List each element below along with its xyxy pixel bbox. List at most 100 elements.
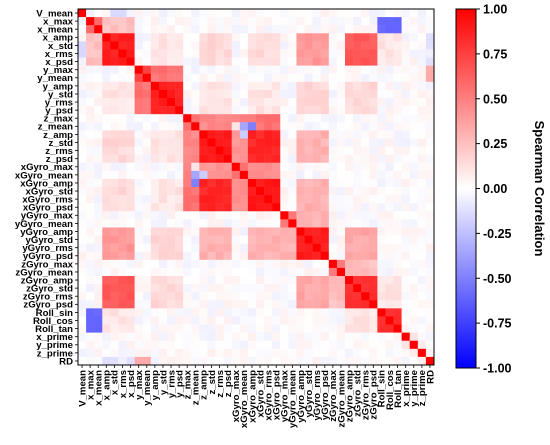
y-tick-label: y_std xyxy=(48,89,73,100)
heatmap-cell xyxy=(126,243,135,252)
heatmap-cell xyxy=(102,324,111,333)
heatmap-cell xyxy=(239,300,249,309)
heatmap-cell xyxy=(385,138,394,147)
heatmap-cell xyxy=(296,138,305,147)
heatmap-cell xyxy=(183,73,192,83)
heatmap-cell xyxy=(247,211,257,220)
heatmap-cell xyxy=(304,300,313,309)
heatmap-cell xyxy=(183,65,192,74)
heatmap-cell xyxy=(199,49,208,58)
heatmap-cell xyxy=(118,98,127,107)
heatmap-cell xyxy=(288,146,297,155)
heatmap-cell xyxy=(401,284,410,293)
heatmap-cell xyxy=(304,308,313,317)
heatmap-cell xyxy=(167,332,176,341)
heatmap-cell xyxy=(336,187,346,196)
heatmap-cell xyxy=(134,122,143,131)
heatmap-cell xyxy=(280,243,289,252)
heatmap-cell xyxy=(231,324,241,333)
heatmap-cell xyxy=(369,340,378,350)
x-tick-label: y_psd xyxy=(174,370,185,398)
heatmap-cell xyxy=(175,57,184,66)
heatmap-cell xyxy=(126,41,135,50)
heatmap-cell xyxy=(369,25,378,34)
heatmap-cell xyxy=(377,41,386,50)
heatmap-cell xyxy=(142,292,152,301)
heatmap-cell xyxy=(142,219,152,228)
heatmap-cell xyxy=(409,267,419,277)
heatmap-cell xyxy=(207,195,216,204)
heatmap-cell xyxy=(345,98,354,107)
heatmap-cell xyxy=(320,340,330,350)
heatmap-cell xyxy=(369,106,378,115)
heatmap-cell xyxy=(336,251,346,261)
heatmap-cell xyxy=(377,219,386,228)
heatmap-cell xyxy=(78,25,87,34)
colorbar-ticks: 1.000.750.500.250.00-0.25-0.50-0.75-1.00 xyxy=(476,3,512,376)
heatmap-cell xyxy=(102,276,111,285)
heatmap-cell xyxy=(231,227,241,236)
heatmap-cell xyxy=(385,49,394,58)
heatmap-cell xyxy=(175,65,184,74)
heatmap-cell xyxy=(223,348,232,358)
heatmap-cell xyxy=(369,17,378,26)
heatmap-cell xyxy=(231,251,241,261)
heatmap-cell xyxy=(158,25,168,34)
heatmap-cell xyxy=(247,243,257,252)
heatmap-cell xyxy=(304,81,313,91)
heatmap-cell xyxy=(328,348,338,358)
x-tick-label: y_rms xyxy=(166,370,177,398)
heatmap-cell xyxy=(345,106,354,115)
heatmap-cell xyxy=(239,267,249,277)
heatmap-cell xyxy=(158,340,168,350)
heatmap-cell xyxy=(256,300,265,309)
heatmap-cell xyxy=(102,284,111,293)
heatmap-cell xyxy=(231,316,241,325)
heatmap-cell xyxy=(118,17,127,26)
heatmap-cell xyxy=(377,170,386,180)
heatmap-cell xyxy=(328,17,338,26)
heatmap-cell xyxy=(296,162,305,172)
heatmap-cell xyxy=(118,49,127,58)
heatmap-cell xyxy=(320,227,330,236)
heatmap-cell xyxy=(377,203,386,212)
heatmap-cell xyxy=(304,49,313,58)
heatmap-cell xyxy=(102,130,111,139)
heatmap-cell xyxy=(191,251,200,261)
heatmap-cell xyxy=(150,187,160,196)
heatmap-cell xyxy=(328,98,338,107)
heatmap-cell xyxy=(312,114,321,123)
heatmap-cell xyxy=(401,219,410,228)
heatmap-cell xyxy=(199,292,208,301)
heatmap-cell xyxy=(175,203,184,212)
colorbar-tick-label: -0.50 xyxy=(483,272,512,286)
heatmap-cell xyxy=(401,33,410,42)
heatmap-cell xyxy=(167,49,176,58)
heatmap-cell xyxy=(417,114,427,123)
heatmap-cell xyxy=(401,122,410,131)
y-tick-label: y_amp xyxy=(43,81,74,92)
heatmap-cell xyxy=(110,324,119,333)
heatmap-cell xyxy=(247,73,257,83)
heatmap-cell xyxy=(207,122,216,131)
heatmap-cell xyxy=(126,356,135,366)
heatmap-cell xyxy=(377,259,386,269)
heatmap-cell xyxy=(377,356,386,366)
heatmap-cell xyxy=(288,81,297,91)
heatmap-cell xyxy=(86,276,95,285)
heatmap-cell xyxy=(215,130,224,139)
heatmap-cell xyxy=(425,106,435,115)
heatmap-cell xyxy=(296,25,305,34)
heatmap-cell xyxy=(239,170,249,180)
heatmap-cell xyxy=(312,211,321,220)
heatmap-cell xyxy=(328,235,338,244)
heatmap-cell xyxy=(377,308,386,317)
heatmap-cell xyxy=(183,170,192,180)
heatmap-cell xyxy=(86,356,95,366)
heatmap-cell xyxy=(336,65,346,74)
heatmap-cell xyxy=(280,130,289,139)
heatmap-cell xyxy=(199,114,208,123)
heatmap-cell xyxy=(345,235,354,244)
heatmap-cell xyxy=(175,49,184,58)
x-tick-label: y_max xyxy=(134,369,145,400)
